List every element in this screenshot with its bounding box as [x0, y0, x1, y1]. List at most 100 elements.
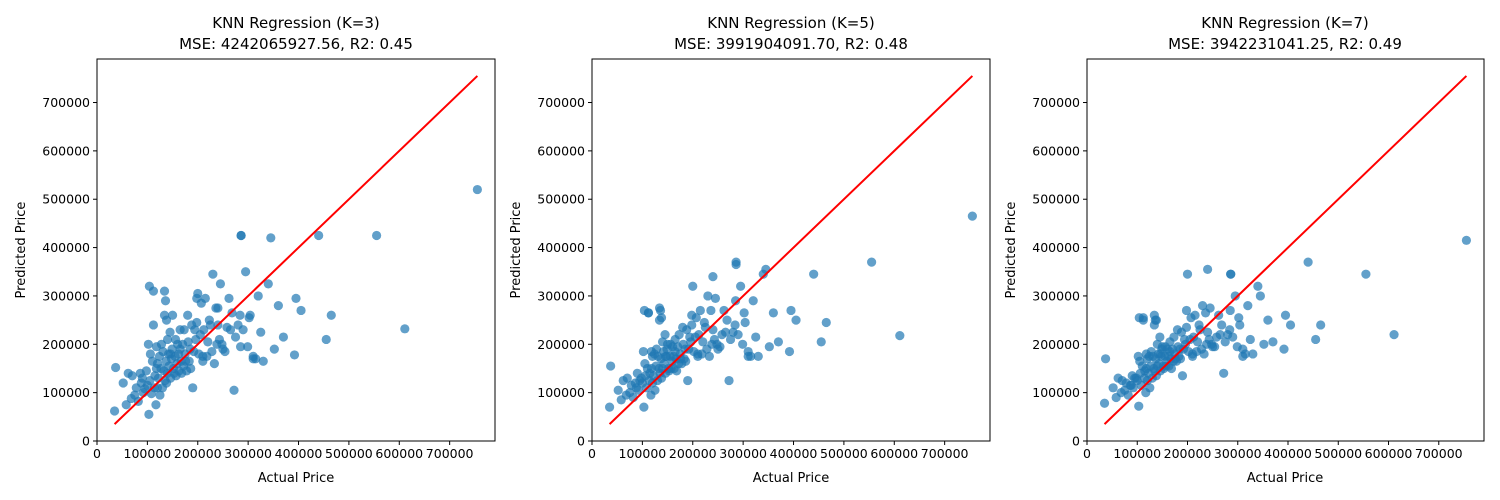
scatter-point: [1128, 383, 1138, 393]
scatter-point: [1311, 334, 1321, 345]
chart-title-line1: KNN Regression (K=3): [212, 14, 380, 32]
x-tick-label: 700000: [426, 446, 474, 461]
scatter-point: [1199, 349, 1209, 359]
x-tick-label: 500000: [1314, 446, 1362, 461]
scatter-point: [200, 293, 210, 303]
x-tick-label: 300000: [224, 446, 272, 461]
scatter-point: [738, 339, 748, 349]
scatter-point: [688, 281, 698, 291]
scatter-point: [1138, 315, 1148, 325]
scatter-point: [761, 264, 771, 274]
scatter-point: [184, 356, 194, 366]
scatter-point: [1248, 349, 1258, 359]
scatter-point: [1195, 325, 1205, 335]
scatter-point: [235, 310, 245, 320]
scatter-points: [604, 211, 977, 412]
scatter-point: [225, 325, 236, 335]
scatter-point: [1123, 390, 1133, 400]
scatter-point: [725, 334, 736, 345]
y-axis-label: Predicted Price: [509, 202, 524, 299]
scatter-point: [708, 271, 718, 282]
scatter-point: [183, 337, 193, 347]
scatter-point: [1205, 303, 1215, 313]
scatter-point: [720, 327, 731, 337]
scatter-point: [151, 400, 161, 410]
scatter-point: [198, 351, 208, 361]
scatter-point: [1226, 269, 1236, 279]
scatter-point: [1303, 257, 1313, 267]
y-tick-label: 200000: [1032, 337, 1080, 352]
scatter-point: [160, 296, 171, 306]
scatter-point: [159, 286, 170, 296]
scatter-point: [656, 313, 667, 323]
scatter-point: [704, 351, 714, 361]
scatter-point: [151, 342, 162, 352]
scatter-point: [266, 233, 276, 243]
scatter-point: [643, 308, 654, 318]
y-tick-label: 500000: [42, 192, 90, 207]
scatter-point: [161, 315, 172, 325]
scatter-point: [111, 362, 121, 373]
scatter-point: [748, 296, 758, 306]
identity-reference-line: [1103, 75, 1468, 425]
y-tick-label: 400000: [1032, 240, 1080, 255]
axes-frame: [591, 58, 991, 442]
scatter-point: [296, 305, 306, 316]
scatter-point: [786, 305, 796, 316]
scatter-point: [639, 402, 649, 412]
scatter-point: [730, 320, 740, 330]
scatter-point: [739, 308, 749, 318]
scatter-point: [148, 320, 159, 330]
x-tick-label: 400000: [770, 446, 818, 461]
scatter-point: [215, 279, 226, 289]
y-tick-label: 300000: [42, 288, 90, 303]
x-tick-label: 100000: [124, 446, 172, 461]
scatter-point: [1253, 281, 1263, 291]
scatter-point: [731, 257, 741, 267]
y-tick-label: 400000: [537, 240, 585, 255]
x-tick-label: 200000: [1164, 446, 1212, 461]
scatter-point: [1145, 383, 1155, 393]
scatter-point: [604, 402, 615, 412]
scatter-point: [1203, 264, 1213, 274]
scatter-point: [1220, 337, 1230, 347]
scatter-point: [633, 385, 643, 395]
scatter-point: [109, 406, 120, 416]
y-tick-label: 100000: [537, 385, 585, 400]
scatter-point: [654, 303, 665, 313]
scatter-point: [693, 349, 703, 359]
scatter-point: [258, 356, 268, 366]
scatter-point: [1182, 269, 1193, 279]
scatter-point: [698, 337, 708, 347]
scatter-point: [1151, 315, 1161, 325]
scatter-point: [967, 211, 977, 221]
scatter-point: [213, 303, 223, 313]
x-tick-label: 500000: [325, 446, 373, 461]
scatter-point: [321, 334, 331, 345]
panel-knn-k3: KNN Regression (K=3) MSE: 4242065927.56,…: [14, 14, 496, 486]
scatter-point: [278, 332, 289, 342]
scatter-point: [1285, 320, 1296, 330]
y-tick-label: 500000: [1032, 192, 1080, 207]
scatter-point: [144, 409, 154, 420]
panel-knn-k5: KNN Regression (K=5) MSE: 3991904091.70,…: [509, 14, 991, 486]
scatter-point: [703, 291, 713, 301]
axes-frame: [1086, 58, 1485, 442]
scatter-point: [141, 366, 151, 376]
scatter-point: [1225, 325, 1235, 335]
scatter-point: [269, 344, 279, 354]
scatter-point: [121, 400, 131, 410]
scatter-point: [660, 330, 670, 340]
chart-title-line2: MSE: 3991904091.70, R2: 0.48: [674, 35, 908, 53]
y-tick-label: 300000: [1032, 288, 1080, 303]
y-tick-label: 400000: [42, 240, 90, 255]
scatter-point: [638, 346, 648, 357]
scatter-point: [1175, 354, 1186, 364]
x-tick-label: 600000: [375, 446, 423, 461]
scatter-point: [127, 371, 137, 381]
x-tick-label: 200000: [669, 446, 717, 461]
scatter-point: [1316, 320, 1326, 330]
scatter-point: [208, 269, 218, 279]
scatter-point: [1461, 235, 1472, 245]
